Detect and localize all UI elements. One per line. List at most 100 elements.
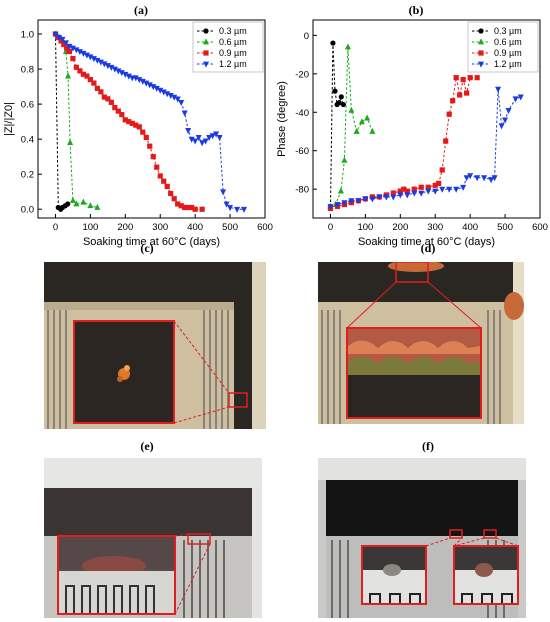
legend-entry: 1.2 µm bbox=[494, 59, 522, 69]
data-point bbox=[112, 105, 118, 111]
data-point bbox=[411, 190, 418, 197]
data-point bbox=[199, 140, 206, 147]
legend-marker bbox=[478, 61, 484, 68]
series-line bbox=[55, 33, 68, 210]
y-tick-label: 0.8 bbox=[21, 65, 34, 76]
legend-marker bbox=[203, 50, 209, 56]
data-point bbox=[397, 188, 403, 194]
data-point bbox=[73, 200, 80, 207]
x-tick-label: 400 bbox=[187, 222, 203, 233]
data-point bbox=[73, 47, 80, 54]
data-point bbox=[108, 64, 115, 71]
y-tick-label: -20 bbox=[295, 69, 309, 80]
data-point bbox=[453, 75, 459, 81]
legend-entry: 0.3 µm bbox=[494, 26, 522, 36]
data-point bbox=[87, 54, 94, 61]
data-point bbox=[140, 129, 146, 135]
series-0 bbox=[327, 40, 346, 210]
data-point bbox=[498, 123, 505, 130]
legend-marker bbox=[203, 28, 209, 34]
data-point bbox=[94, 85, 100, 91]
legend-entry: 0.3 µm bbox=[219, 26, 247, 36]
data-point bbox=[125, 73, 132, 80]
data-point bbox=[481, 175, 488, 182]
data-point bbox=[80, 198, 87, 205]
data-point bbox=[136, 77, 143, 84]
data-point bbox=[87, 202, 94, 209]
data-point bbox=[463, 175, 470, 182]
y-tick-label: 0.0 bbox=[21, 205, 34, 216]
data-point bbox=[330, 40, 336, 46]
y-tick-label: 0 bbox=[304, 31, 309, 42]
data-point bbox=[332, 88, 338, 94]
data-point bbox=[358, 118, 365, 125]
data-point bbox=[185, 127, 192, 134]
data-point bbox=[425, 184, 431, 190]
data-point bbox=[443, 138, 449, 144]
data-point bbox=[337, 187, 344, 194]
data-point bbox=[178, 99, 185, 106]
data-point bbox=[213, 131, 220, 138]
data-point bbox=[64, 45, 70, 51]
data-point bbox=[340, 101, 346, 108]
data-point bbox=[119, 112, 125, 118]
data-point bbox=[108, 99, 114, 105]
data-point bbox=[220, 189, 227, 196]
data-point bbox=[59, 36, 66, 43]
data-point bbox=[439, 167, 445, 173]
data-point bbox=[167, 92, 174, 99]
data-point bbox=[101, 94, 107, 100]
data-point bbox=[336, 100, 342, 106]
data-point bbox=[432, 188, 439, 195]
data-point bbox=[80, 71, 86, 77]
data-point bbox=[65, 201, 71, 207]
data-point bbox=[80, 50, 87, 57]
data-point bbox=[115, 108, 121, 114]
data-point bbox=[432, 182, 438, 188]
legend-entry: 1.2 µm bbox=[219, 59, 247, 69]
data-point bbox=[133, 122, 139, 128]
series-0 bbox=[52, 31, 71, 212]
data-point bbox=[223, 201, 230, 208]
data-point bbox=[164, 183, 170, 190]
data-point bbox=[76, 49, 83, 56]
data-point bbox=[174, 96, 181, 103]
data-point bbox=[61, 41, 67, 48]
x-axis-label: Soaking time at 60°C (days) bbox=[358, 236, 495, 248]
panel-label-c: (c) bbox=[140, 241, 154, 255]
data-point bbox=[404, 192, 411, 199]
data-point bbox=[195, 134, 202, 141]
data-point bbox=[418, 184, 424, 190]
x-tick-label: 0 bbox=[53, 222, 58, 233]
panel-label-f: (f) bbox=[422, 439, 434, 453]
data-point bbox=[83, 52, 90, 59]
y-axis-label: |Z|/|Z0| bbox=[3, 102, 15, 136]
data-point bbox=[67, 139, 74, 146]
data-point bbox=[62, 40, 69, 47]
data-point bbox=[202, 138, 209, 145]
data-point bbox=[241, 206, 248, 213]
data-point bbox=[460, 184, 467, 191]
data-point bbox=[446, 186, 453, 193]
data-point bbox=[122, 71, 129, 78]
data-point bbox=[450, 98, 456, 104]
data-point bbox=[154, 164, 160, 170]
data-point bbox=[185, 204, 191, 211]
panel-label-a: (a) bbox=[134, 3, 148, 17]
data-point bbox=[495, 86, 502, 93]
data-point bbox=[153, 85, 160, 92]
x-tick-label: 400 bbox=[462, 222, 478, 233]
panel-label-e: (e) bbox=[140, 439, 154, 453]
data-point bbox=[181, 110, 188, 117]
data-point bbox=[401, 186, 407, 192]
legend: 0.3 µm0.6 µm0.9 µm1.2 µm bbox=[192, 21, 264, 73]
series-2 bbox=[52, 31, 205, 212]
x-axis-label: Soaking time at 60°C (days) bbox=[83, 236, 220, 248]
data-point bbox=[418, 190, 425, 197]
data-point bbox=[168, 190, 174, 197]
data-point bbox=[104, 63, 111, 70]
data-point bbox=[467, 173, 474, 180]
photo-c bbox=[44, 262, 266, 429]
data-point bbox=[348, 198, 355, 205]
data-point bbox=[464, 90, 470, 96]
